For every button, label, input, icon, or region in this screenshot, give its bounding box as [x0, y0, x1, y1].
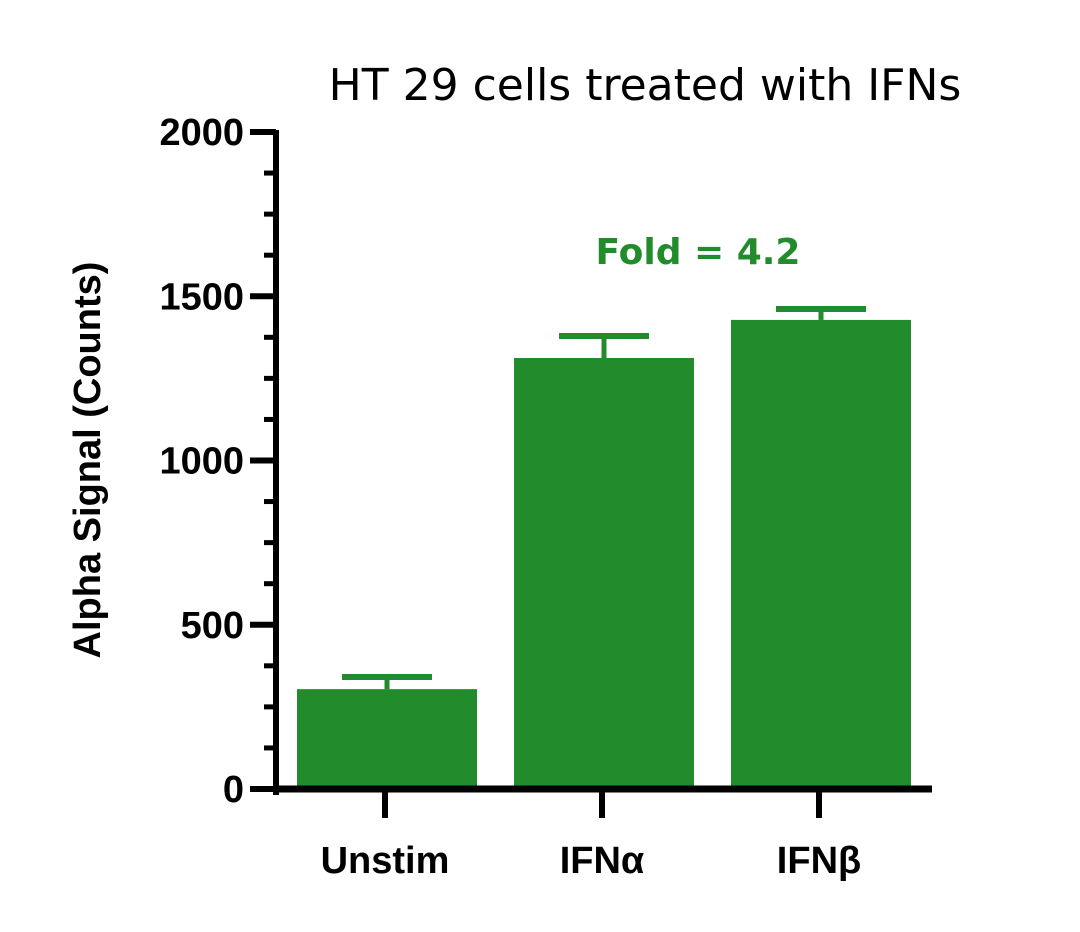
x-category-label: Unstim — [321, 840, 450, 882]
bar-1 — [297, 689, 477, 789]
y-axis-ticks: 0 500 1000 1500 2000 — [159, 112, 276, 811]
x-category-label: IFNα — [560, 840, 645, 882]
y-axis-label: Alpha Signal (Counts) — [67, 262, 109, 659]
bars — [297, 306, 911, 789]
bar-2 — [514, 358, 694, 789]
x-category-label: IFNβ — [777, 840, 861, 882]
y-tick-label: 0 — [223, 769, 244, 811]
x-axis-ticks: Unstim IFNα IFNβ — [321, 789, 861, 882]
y-tick-label: 1000 — [159, 441, 244, 483]
y-tick-label: 2000 — [159, 112, 244, 154]
fold-annotation: Fold = 4.2 — [596, 232, 801, 273]
bar-3 — [731, 319, 911, 789]
y-tick-label: 1500 — [159, 276, 244, 318]
y-tick-label: 500 — [181, 605, 244, 647]
chart-title: HT 29 cells treated with IFNs — [329, 60, 962, 111]
